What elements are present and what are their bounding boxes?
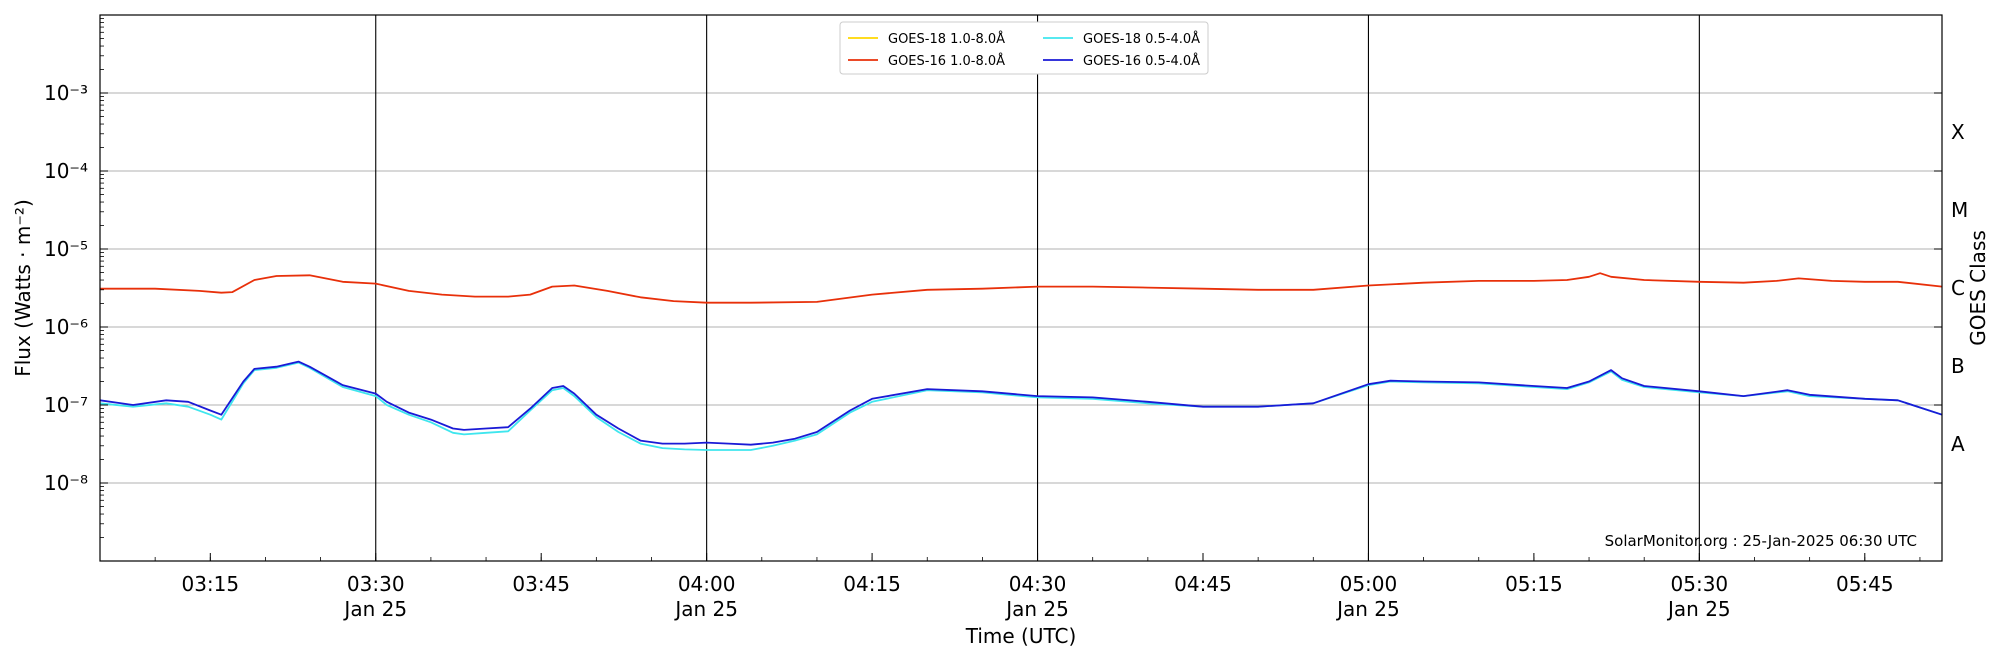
legend-label: GOES-18 1.0-8.0Å — [888, 31, 1005, 47]
goes-class-C: C — [1951, 276, 1965, 300]
x-axis-title: Time (UTC) — [965, 624, 1077, 648]
y-tick-labels: 10⁻³ 10⁻⁴ 10⁻⁵ 10⁻⁶ 10⁻⁷ 10⁻⁸ — [44, 81, 88, 495]
tick-layer — [99, 18, 1942, 561]
x-tick-label: 03:30 — [347, 572, 405, 596]
x-tick-date-label: Jan 25 — [342, 597, 407, 621]
y-tick-label: 10⁻⁸ — [44, 471, 88, 495]
y-tick-label: 10⁻⁴ — [44, 159, 88, 183]
y-tick-label: 10⁻³ — [44, 81, 88, 105]
x-tick-label: 03:45 — [512, 572, 570, 596]
vertical-lines — [375, 15, 1700, 561]
x-tick-date-label: Jan 25 — [1666, 597, 1731, 621]
legend-label: GOES-18 0.5-4.0Å — [1083, 31, 1200, 47]
x-tick-label: 04:45 — [1174, 572, 1232, 596]
y-tick-label: 10⁻⁵ — [44, 237, 88, 261]
x-tick-label: 03:15 — [181, 572, 239, 596]
x-tick-date-label: Jan 25 — [1004, 597, 1069, 621]
x-tick-label: 05:15 — [1505, 572, 1563, 596]
x-tick-label: 05:45 — [1836, 572, 1894, 596]
x-tick-label: 04:30 — [1009, 572, 1067, 596]
series-line-goes-16-0-5-4-0 — [99, 360, 1943, 446]
goes-class-labels: X M C B A — [1951, 120, 1968, 456]
y-axis-title: Flux (Watts · m⁻²) — [11, 199, 35, 377]
plot-frame — [99, 14, 1943, 562]
goes-class-M: M — [1951, 198, 1968, 222]
goes-class-X: X — [1951, 120, 1965, 144]
series-line-goes-18-0-5-4-0 — [99, 361, 1943, 451]
legend-label: GOES-16 0.5-4.0Å — [1083, 53, 1200, 69]
x-tick-label: 05:30 — [1671, 572, 1729, 596]
watermark-text: SolarMonitor.org : 25-Jan-2025 06:30 UTC — [1605, 532, 1917, 550]
goes-class-B: B — [1951, 354, 1965, 378]
y2-axis-title: GOES Class — [1966, 230, 1990, 346]
series-line-goes-16-1-0-8-0 — [100, 272, 1943, 304]
x-tick-label: 04:00 — [678, 572, 736, 596]
x-tick-date-label: Jan 25 — [673, 597, 738, 621]
x-tick-date-label: Jan 25 — [1335, 597, 1400, 621]
y-tick-label: 10⁻⁷ — [44, 393, 88, 417]
x-tick-label: 04:15 — [843, 572, 901, 596]
grid-layer — [100, 92, 1942, 484]
legend-box — [839, 21, 1209, 75]
goes-class-A: A — [1951, 432, 1965, 456]
y-tick-label: 10⁻⁶ — [44, 315, 88, 339]
series-layer — [99, 272, 1943, 451]
legend-label: GOES-16 1.0-8.0Å — [888, 53, 1005, 69]
legend: GOES-18 1.0-8.0Å GOES-16 1.0-8.0Å GOES-18 … — [839, 21, 1209, 75]
x-tick-label: 05:00 — [1340, 572, 1398, 596]
